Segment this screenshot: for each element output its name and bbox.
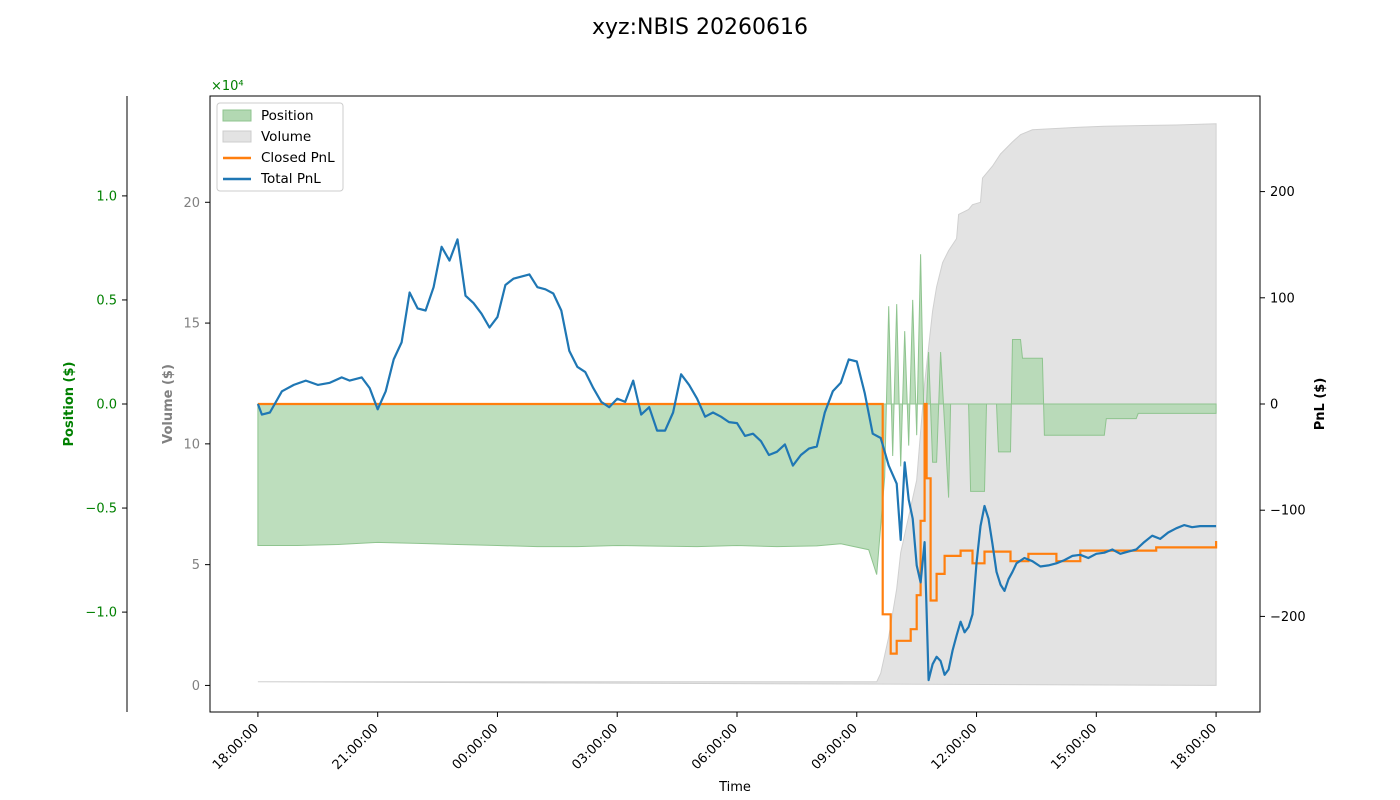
x-tick-label: 03:00:00 xyxy=(569,721,621,773)
volume-tick-label: 20 xyxy=(183,196,200,211)
volume-axis-label: Volume ($) xyxy=(161,364,176,444)
closed-pnl-line xyxy=(257,402,1218,655)
pnl-tick-label: 0 xyxy=(1270,398,1278,413)
position-tick-label: 0.0 xyxy=(96,398,117,413)
line-layer xyxy=(256,238,1218,682)
total-pnl-line xyxy=(256,238,1217,682)
volume-area xyxy=(257,123,1217,686)
pnl-axis-label: PnL ($) xyxy=(1313,378,1328,431)
legend-swatch xyxy=(222,130,252,143)
volume-tick-label: 0 xyxy=(192,679,200,694)
chart-title: xyz:NBIS 20260616 xyxy=(592,15,808,40)
area-layer xyxy=(257,123,1217,686)
x-tick-label: 09:00:00 xyxy=(809,721,861,773)
position-axis-label: Position ($) xyxy=(62,362,77,447)
pnl-tick-label: −200 xyxy=(1270,610,1306,625)
position-tick-label: 1.0 xyxy=(96,189,117,204)
legend-label: Volume xyxy=(261,129,311,145)
legend-label: Total PnL xyxy=(260,171,321,187)
legend-label: Closed PnL xyxy=(261,150,335,166)
legend-box xyxy=(216,102,344,192)
volume-tick-label: 15 xyxy=(183,317,200,332)
x-tick-label: 21:00:00 xyxy=(330,721,382,773)
position-tick-label: −1.0 xyxy=(85,606,117,621)
x-axis-label: Time xyxy=(718,780,751,795)
legend: Position Volume Closed PnL Total PnL xyxy=(216,102,344,192)
position-tick-label: −0.5 xyxy=(85,502,117,517)
x-tick-label: 06:00:00 xyxy=(689,721,741,773)
x-tick-label: 18:00:00 xyxy=(1168,721,1220,773)
legend-swatch xyxy=(222,109,252,122)
x-tick-label: 12:00:00 xyxy=(929,721,981,773)
position-tick-label: 0.5 xyxy=(96,293,117,308)
pnl-tick-label: 100 xyxy=(1270,291,1295,306)
volume-tick-label: 10 xyxy=(183,437,200,452)
x-tick-label: 00:00:00 xyxy=(450,721,502,773)
legend-label: Position xyxy=(261,108,314,124)
x-tick-label: 15:00:00 xyxy=(1048,721,1100,773)
pnl-tick-label: −100 xyxy=(1270,504,1306,519)
position-scale-label: ×10⁴ xyxy=(211,79,244,94)
position-area xyxy=(257,254,1217,575)
volume-tick-label: 5 xyxy=(192,558,200,573)
x-tick-label: 18:00:00 xyxy=(210,721,262,773)
pnl-tick-label: 200 xyxy=(1270,185,1295,200)
